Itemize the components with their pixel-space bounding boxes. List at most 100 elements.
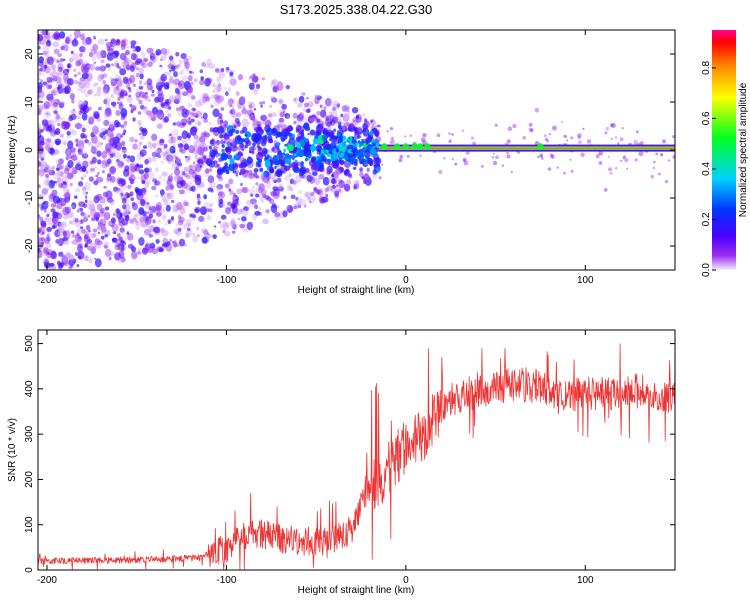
spectrogram-cell	[104, 96, 111, 106]
spectrogram-cell	[364, 150, 371, 159]
spectrogram-cell	[38, 237, 42, 245]
spectrogram-cell	[104, 234, 108, 238]
spectrogram-cell	[55, 113, 61, 120]
spectrogram-cell	[324, 97, 332, 107]
spectrogram-cell	[372, 142, 376, 147]
spectrogram-cell	[100, 225, 107, 233]
spectrogram-cell	[240, 182, 243, 187]
spectrogram-cell	[38, 233, 43, 239]
spectrogram-cell	[45, 165, 53, 173]
spectrogram-cell	[257, 206, 262, 211]
spectrogram-cell	[56, 70, 63, 79]
spectrogram-cell	[169, 184, 174, 190]
spectrogram-cell	[218, 191, 223, 197]
spectrogram-cell	[472, 141, 476, 146]
spectrogram-cell	[494, 123, 498, 127]
spectrogram-cell	[144, 228, 151, 236]
spectrogram-cell	[603, 188, 608, 192]
spectrogram-cell	[506, 139, 511, 144]
spectrogram-cell	[278, 183, 284, 190]
spectrogram-cell	[224, 91, 229, 96]
spectrogram-cell	[390, 136, 394, 140]
spectrogram-cell	[162, 178, 166, 181]
spectrogram-cell	[251, 185, 255, 189]
spectrogram-cell	[171, 199, 175, 203]
spectrogram-cell	[231, 128, 236, 133]
spectrogram-cell	[77, 71, 81, 76]
spectrogram-cell	[178, 238, 186, 247]
spectrogram-cell	[133, 217, 136, 221]
spectrogram-cell	[323, 106, 327, 111]
spectrogram-cell	[72, 52, 79, 62]
spectrogram-cell	[228, 188, 232, 192]
spectrogram-cell	[49, 147, 55, 155]
spectrogram-cell	[76, 115, 81, 119]
spectrogram-cell	[359, 141, 364, 147]
spectrogram-cell	[199, 69, 204, 74]
spectrogram-cell	[38, 185, 42, 189]
spectrogram-cell	[185, 116, 189, 120]
spectrogram-cell	[247, 109, 254, 117]
spectrogram-cell	[88, 63, 95, 71]
spectrogram-cell	[298, 95, 305, 103]
spectrogram-cell	[133, 65, 138, 70]
spectrogram-cell	[220, 214, 227, 220]
snr-y-tick-label: 100	[24, 516, 35, 533]
spectrogram-cell	[179, 207, 186, 215]
spectrogram-cell	[176, 175, 183, 182]
spectrogram-cell	[137, 247, 142, 253]
spectrogram-cell	[174, 168, 180, 176]
spectrogram-cell	[570, 169, 574, 173]
spectrogram-cell	[93, 129, 100, 136]
spectrogram-cell	[261, 77, 266, 81]
spectrogram-cell	[38, 140, 45, 146]
spectrogram-cell	[293, 205, 298, 210]
spectrogram-cell	[93, 94, 97, 97]
spectrogram-cell	[134, 220, 139, 224]
spectrogram-cell	[260, 171, 267, 179]
spectrogram-cell	[116, 159, 120, 163]
spectrogram-cell	[544, 134, 547, 138]
spectrogram-cell	[139, 151, 143, 154]
spectrogram-cell	[77, 58, 84, 65]
spectrogram-cell	[52, 41, 59, 48]
spectrogram-cell	[319, 104, 323, 109]
spectrogram-cell	[240, 161, 248, 169]
spectrogram-cell	[556, 166, 559, 169]
spectrogram-cell	[155, 204, 162, 212]
spectrogram-cell	[43, 250, 48, 257]
spectrogram-cell	[255, 181, 259, 186]
spectrogram-cell	[82, 187, 87, 191]
spectrogram-cell	[282, 109, 286, 114]
spectrogram-cell	[224, 230, 231, 237]
spectrogram-cell	[50, 203, 57, 208]
spectrogram-cell	[463, 159, 466, 162]
spectrogram-cell	[218, 221, 221, 224]
spectrogram-cell	[47, 69, 50, 74]
spectrogram-cell	[168, 78, 174, 84]
spectrogram-cell	[84, 79, 91, 89]
spectrogram-cell	[148, 206, 152, 211]
spectrogram-cell	[273, 160, 280, 166]
spectrogram-cell	[173, 98, 180, 105]
spectrogram-cell	[88, 229, 91, 233]
spectrogram-cell	[247, 101, 253, 109]
spectrogram-cell	[239, 172, 242, 176]
spectrogram-cell	[38, 241, 41, 246]
spectrogram-cell	[57, 238, 64, 247]
spectrogram-cell	[63, 142, 67, 146]
spectrogram-cell	[232, 140, 236, 144]
spectrogram-cell	[60, 222, 64, 227]
spectrogram-cell	[218, 158, 223, 163]
spectrogram-cell	[116, 233, 121, 238]
spectrogram-cell	[451, 158, 454, 161]
spectrogram-cell	[255, 152, 263, 161]
spectrogram-cell	[409, 134, 413, 137]
spectrogram-cell	[41, 231, 45, 235]
spectrogram-cell	[186, 204, 190, 208]
spectrogram-cell	[298, 112, 303, 119]
spectrogram-cell	[333, 153, 339, 159]
spectrogram-cell	[222, 154, 226, 157]
spectrogram-cell	[165, 243, 172, 252]
